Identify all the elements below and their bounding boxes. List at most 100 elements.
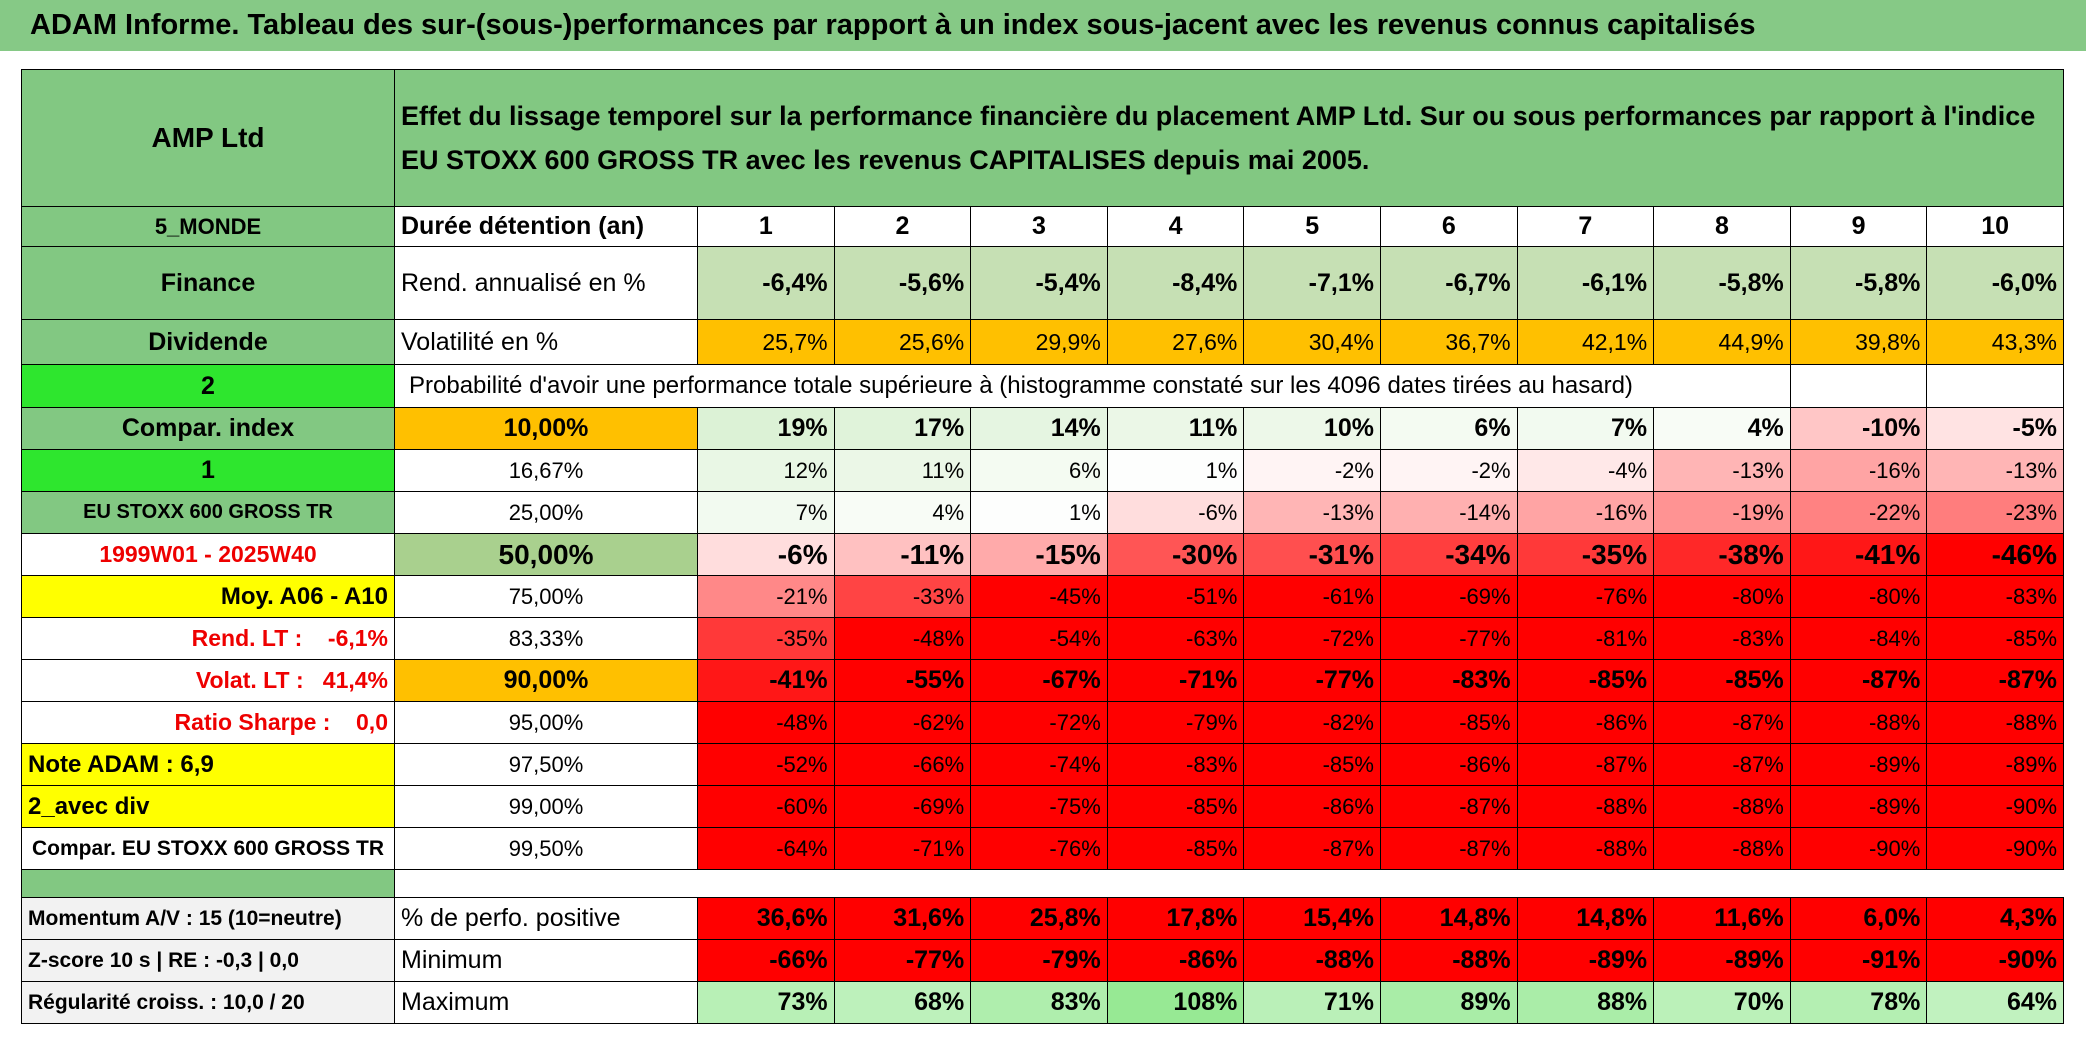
row-caption: 90,00%: [394, 659, 698, 702]
value-cell: -88%: [1516, 827, 1655, 870]
table-row: Z-score 10 s | RE : -0,3 | 0,0 Minimum -66…: [21, 939, 2064, 982]
value-cell: -51%: [1106, 575, 1245, 618]
value-cell: -5,8%: [1789, 246, 1928, 320]
value-cell: -48%: [697, 701, 835, 744]
value-cell: -5,6%: [833, 246, 972, 320]
value-cell: -76%: [970, 827, 1108, 870]
value-cell: 36,7%: [1379, 319, 1518, 365]
value-cell: 88%: [1516, 981, 1655, 1024]
value-cell: -41%: [1789, 533, 1928, 576]
table-row: Dividende Volatilité en % 25,7% 25,6% 29,9% 2…: [21, 319, 2064, 365]
spacer-row: [21, 869, 2064, 898]
value-cell: 4: [1106, 206, 1245, 247]
value-cell: -86%: [1243, 785, 1381, 828]
value-cell: -67%: [970, 659, 1108, 702]
value-cell: -89%: [1653, 939, 1791, 982]
value-cell: 64%: [1926, 981, 2064, 1024]
value-cell: -6%: [697, 533, 835, 576]
value-cell: -8,4%: [1106, 246, 1245, 320]
row-label: Régularité croiss. : 10,0 / 20: [21, 981, 395, 1024]
value-cell: -87%: [1379, 785, 1518, 828]
value-cell: -61%: [1243, 575, 1381, 618]
performance-table: AMP Ltd Effet du lissage temporel sur la…: [21, 69, 2064, 1024]
value-cell: -82%: [1243, 701, 1381, 744]
value-cell: 43,3%: [1926, 319, 2064, 365]
table-row: Momentum A/V : 15 (10=neutre)% de perfo.…: [21, 897, 2064, 940]
table-row: 2 Probabilité d'avoir une performance tot…: [21, 364, 2064, 408]
description: Effet du lissage temporel sur la perform…: [394, 69, 2064, 207]
value-cell: -87%: [1926, 659, 2064, 702]
table-row: 2_avec div 99,00% -60% -69% -75% -85% -86% -87%…: [21, 785, 2064, 828]
value-cell: -85%: [1106, 785, 1245, 828]
value-cell: -87%: [1653, 701, 1791, 744]
value-cell: -88%: [1379, 939, 1518, 982]
value-cell: -30%: [1106, 533, 1245, 576]
row-label: Compar. index: [21, 407, 395, 450]
value-cell: 4%: [1653, 407, 1791, 450]
value-cell: -21%: [697, 575, 835, 618]
value-cell: -91%: [1789, 939, 1928, 982]
table-row: EU STOXX 600 GROSS TR 25,00% 7% 4% 1% -6% -13%…: [21, 491, 2064, 534]
value-cell: -77%: [1243, 659, 1381, 702]
value-cell: 1%: [1106, 449, 1245, 492]
row-caption: Minimum: [394, 939, 698, 982]
value-cell: -87%: [1243, 827, 1381, 870]
table-row: Note ADAM : 6,9 97,50% -52% -66% -74% -83% -85…: [21, 743, 2064, 786]
value-cell: 44,9%: [1653, 319, 1791, 365]
row-label: EU STOXX 600 GROSS TR: [21, 491, 395, 534]
row-caption: Maximum: [394, 981, 698, 1024]
value-cell: -69%: [1379, 575, 1518, 618]
value-cell: -10%: [1789, 407, 1928, 450]
value-cell: 10%: [1243, 407, 1381, 450]
value-cell: -41%: [697, 659, 835, 702]
value-cell: -83%: [1653, 617, 1791, 660]
value-cell: -89%: [1926, 743, 2064, 786]
value-cell: -35%: [697, 617, 835, 660]
row-label: 5_MONDE: [21, 206, 395, 247]
row-label: 1: [21, 449, 395, 492]
value-cell: 83%: [970, 981, 1108, 1024]
value-cell: -19%: [1653, 491, 1791, 534]
value-cell: -54%: [970, 617, 1108, 660]
value-cell: 7%: [1516, 407, 1655, 450]
value-cell: -6,7%: [1379, 246, 1518, 320]
row-caption: 10,00%: [394, 407, 698, 450]
row-label: Moy. A06 - A10: [21, 575, 395, 618]
row-label: Rend. LT : -6,1%: [21, 617, 395, 660]
value-cell: -45%: [970, 575, 1108, 618]
value-cell: -72%: [1243, 617, 1381, 660]
value-cell: -76%: [1516, 575, 1655, 618]
value-cell: -5%: [1926, 407, 2064, 450]
table-row: 5_MONDE Durée détention (an) 1 2 3 4 5 6 7 8 9 10: [21, 206, 2064, 247]
value-cell: -13%: [1926, 449, 2064, 492]
value-cell: 7: [1516, 206, 1655, 247]
value-cell: -60%: [697, 785, 835, 828]
value-cell: 68%: [833, 981, 972, 1024]
value-cell: 25,6%: [833, 319, 972, 365]
value-cell: -88%: [1926, 701, 2064, 744]
value-cell: -38%: [1653, 533, 1791, 576]
value-cell: -63%: [1106, 617, 1245, 660]
value-cell: 108%: [1106, 981, 1245, 1024]
value-cell: -85%: [1926, 617, 2064, 660]
value-cell: -86%: [1106, 939, 1245, 982]
row-caption: 83,33%: [394, 617, 698, 660]
spacer-cell: [21, 869, 395, 898]
value-cell: -88%: [1243, 939, 1381, 982]
value-cell: -46%: [1926, 533, 2064, 576]
row-caption: Volatilité en %: [394, 319, 698, 365]
value-cell: -86%: [1379, 743, 1518, 786]
value-cell: -84%: [1789, 617, 1928, 660]
value-cell: -16%: [1789, 449, 1928, 492]
value-cell: -89%: [1789, 785, 1928, 828]
value-cell: 31,6%: [833, 897, 972, 940]
table-row: Compar. index 10,00% 19% 17% 14% 11% 10% 6% 7% 4%…: [21, 407, 2064, 450]
row-label: Z-score 10 s | RE : -0,3 | 0,0: [21, 939, 395, 982]
table-row: Finance Rend. annualisé en % -6,4% -5,6% -5,…: [21, 246, 2064, 320]
table-row: 1 16,67% 12% 11% 6% 1% -2% -2% -4% -13% -16% -13%: [21, 449, 2064, 492]
value-cell: -16%: [1516, 491, 1655, 534]
value-cell: -6%: [1106, 491, 1245, 534]
value-cell: -66%: [833, 743, 972, 786]
value-cell: 6%: [970, 449, 1108, 492]
